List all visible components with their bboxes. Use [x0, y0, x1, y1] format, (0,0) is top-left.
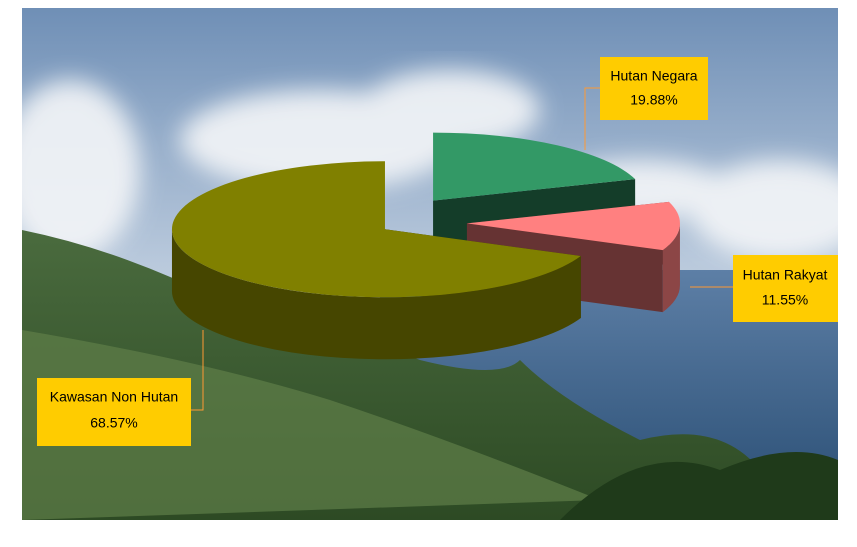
value-label: 19.88%: [630, 92, 677, 108]
slice-side: [662, 223, 680, 313]
slice: [433, 132, 636, 201]
label-box: [600, 57, 708, 120]
leader-line: [191, 330, 204, 411]
value-label: 68.57%: [90, 415, 137, 431]
slice-label: Hutan Rakyat: [743, 267, 828, 283]
slice-side: [171, 229, 581, 360]
slice: [171, 161, 581, 298]
label-box: [733, 255, 838, 322]
value-label: 11.55%: [762, 292, 808, 308]
slice-label: Kawasan Non Hutan: [50, 389, 178, 405]
slice-label: Hutan Negara: [610, 68, 697, 84]
slice: [466, 201, 680, 251]
pie: [171, 132, 680, 360]
label-box: [37, 378, 191, 446]
leader-line: [584, 87, 600, 150]
